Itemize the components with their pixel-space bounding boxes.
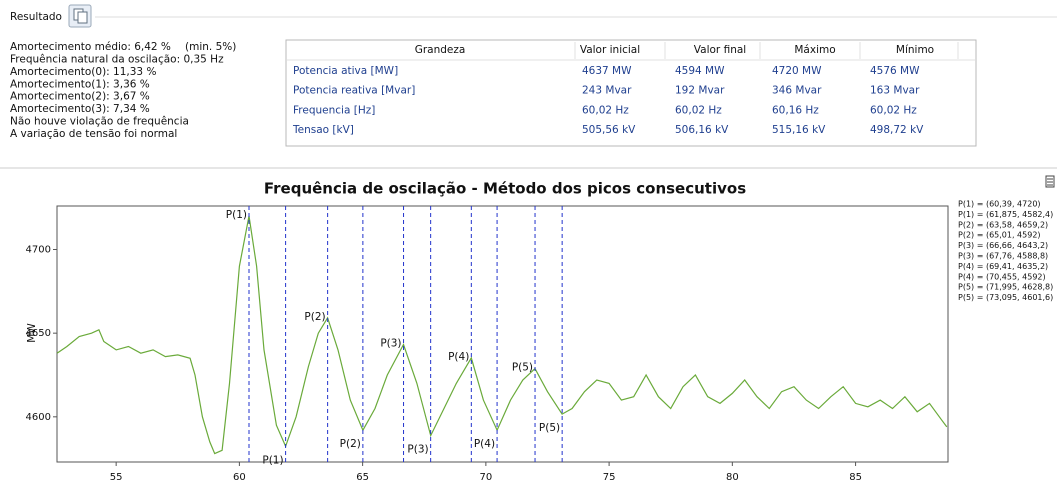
x-tick-label: 85 — [849, 472, 862, 483]
section-title: Resultado — [10, 11, 62, 23]
table-cell: 4637 MW — [582, 65, 632, 77]
y-tick-label: 4700 — [26, 245, 51, 256]
peak-label: P(2) — [304, 311, 325, 323]
table-cell: 346 Mvar — [772, 85, 822, 97]
table-cell: 60,02 Hz — [582, 104, 629, 116]
column-header: Mínimo — [896, 44, 934, 56]
legend-entry: P(4) = (70,455, 4592) — [958, 272, 1046, 281]
summary-line: Amortecimento(2): 3,67 % — [10, 91, 150, 103]
summary-line: A variação de tensão foi normal — [10, 128, 177, 140]
summary-line: Amortecimento(3): 7,34 % — [10, 103, 150, 115]
plot-frame — [56, 205, 949, 463]
legend-entry: P(1) = (60,39, 4720) — [958, 200, 1041, 209]
peak-label: P(1) — [262, 454, 283, 466]
table-cell: 515,16 kV — [772, 124, 826, 136]
y-axis-label: MW — [26, 323, 38, 343]
table-cell: Potencia reativa [Mvar] — [293, 85, 415, 97]
legend-entry: P(2) = (63,58, 4659,2) — [958, 220, 1048, 229]
legend-entry: P(1) = (61,875, 4582,4) — [958, 210, 1053, 219]
table-cell: 498,72 kV — [870, 124, 924, 136]
x-tick-label: 80 — [726, 472, 739, 483]
y-tick-label: 4650 — [26, 328, 51, 339]
peak-label: P(3) — [407, 444, 428, 456]
table-cell: 4594 MW — [675, 65, 725, 77]
peak-label: P(3) — [380, 338, 401, 350]
table-cell: Frequencia [Hz] — [293, 104, 375, 116]
legend-entry: P(2) = (65,01, 4592) — [958, 231, 1041, 240]
peak-label: P(2) — [340, 438, 361, 450]
copy-button[interactable] — [68, 4, 92, 28]
peak-label: P(5) — [512, 362, 533, 374]
x-tick-label: 55 — [110, 472, 123, 483]
peak-label: P(5) — [539, 422, 560, 434]
chart-menu[interactable] — [1045, 175, 1055, 188]
summary-line: Frequência natural da oscilação: 0,35 Hz — [10, 54, 224, 66]
column-header: Valor inicial — [580, 44, 640, 56]
summary-line: Amortecimento médio: 6,42 % — [10, 41, 171, 53]
table-cell: 4576 MW — [870, 65, 920, 77]
table-frame — [285, 39, 977, 147]
legend-entry: P(3) = (67,76, 4588,8) — [958, 252, 1048, 261]
summary-line: Amortecimento(0): 11,33 % — [10, 66, 156, 78]
legend-entry: P(3) = (66,66, 4643,2) — [958, 241, 1048, 250]
legend-entry: P(4) = (69,41, 4635,2) — [958, 262, 1048, 271]
summary-line: Amortecimento(1): 3,36 % — [10, 78, 150, 90]
table-cell: Tensao [kV] — [292, 124, 354, 136]
table-cell: Potencia ativa [MW] — [293, 65, 398, 77]
column-header: Máximo — [794, 44, 835, 56]
table-cell: 60,02 Hz — [675, 104, 722, 116]
table-cell: 163 Mvar — [870, 85, 920, 97]
peak-label: P(1) — [226, 209, 247, 221]
column-header: Grandeza — [415, 44, 466, 56]
chart-title: Frequência de oscilação - Método dos pic… — [264, 180, 746, 198]
summary-line: Não houve violação de frequência — [10, 116, 189, 128]
table-cell: 506,16 kV — [675, 124, 729, 136]
x-tick-label: 60 — [233, 472, 246, 483]
legend-entry: P(5) = (73,095, 4601,6) — [958, 293, 1053, 302]
column-header: Valor final — [694, 44, 746, 56]
peak-label: P(4) — [474, 438, 495, 450]
table-cell: 243 Mvar — [582, 85, 632, 97]
peak-label: P(4) — [448, 351, 469, 363]
y-tick-label: 4600 — [26, 412, 51, 423]
x-tick-label: 65 — [356, 472, 369, 483]
x-tick-label: 70 — [479, 472, 492, 483]
table-cell: 505,56 kV — [582, 124, 636, 136]
table-cell: 192 Mvar — [675, 85, 725, 97]
x-tick-label: 75 — [603, 472, 616, 483]
legend-entry: P(5) = (71,995, 4628,8) — [958, 283, 1053, 292]
table-cell: 4720 MW — [772, 65, 822, 77]
table-cell: 60,16 Hz — [772, 104, 819, 116]
table-cell: 60,02 Hz — [870, 104, 917, 116]
summary-note: (min. 5%) — [185, 41, 236, 53]
data-line — [56, 215, 948, 455]
